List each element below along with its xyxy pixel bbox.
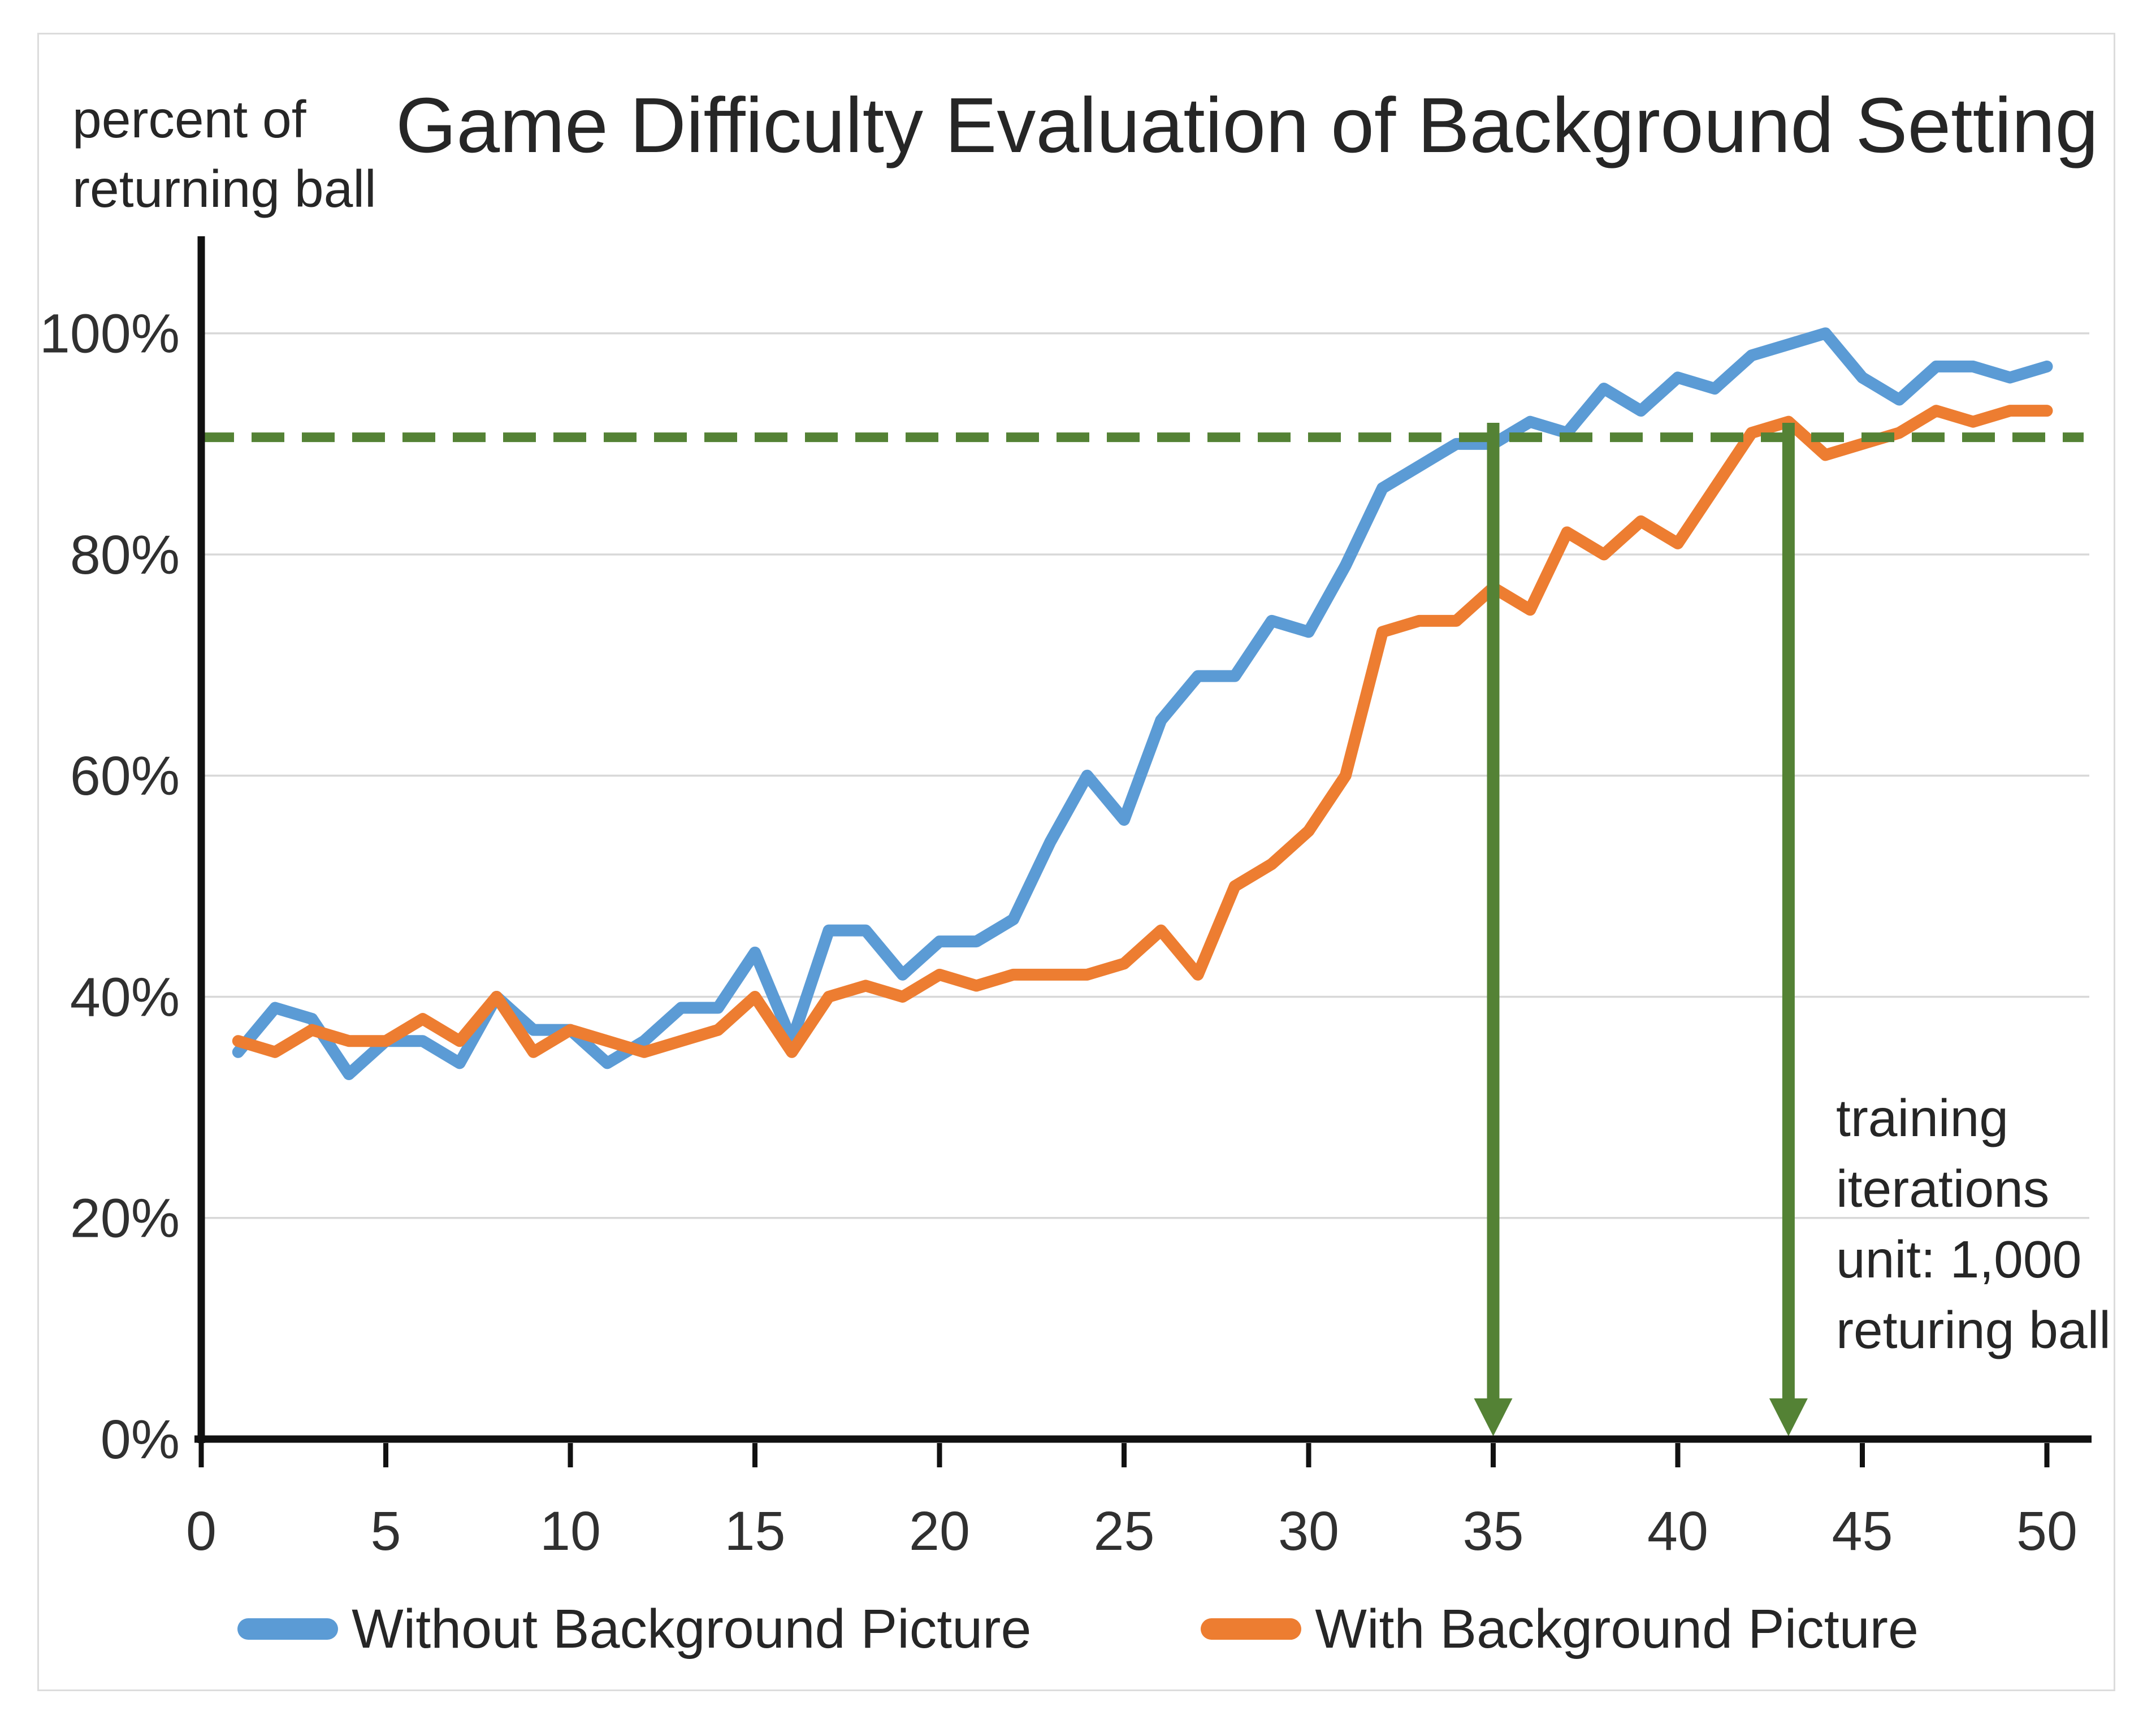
x-tick-label-50: 50 <box>2016 1500 2077 1562</box>
y-tick-label-20pct: 20% <box>70 1188 180 1249</box>
x-tick-label-40: 40 <box>1647 1500 1708 1562</box>
annotation-line4: returing ball <box>1836 1301 2111 1360</box>
legend-label-without-background: Without Background Picture <box>352 1598 1032 1660</box>
figure-border <box>37 33 2115 1691</box>
annotation-line3: unit: 1,000 <box>1836 1230 2082 1289</box>
legend-label-with-background: With Background Picture <box>1315 1598 1919 1660</box>
y-axis-title: percent of returning ball <box>72 85 376 224</box>
y-tick-label-40pct: 40% <box>70 966 180 1028</box>
legend-swatch-blue-line <box>237 1618 339 1640</box>
x-tick-label-20: 20 <box>909 1500 970 1562</box>
annotation-line1: training <box>1836 1089 2009 1147</box>
y-tick-label-60pct: 60% <box>70 745 180 807</box>
x-tick-label-5: 5 <box>371 1500 401 1562</box>
legend: Without Background Picture With Backgrou… <box>0 1589 2156 1669</box>
legend-item-with-background[interactable]: With Background Picture <box>1201 1597 1919 1661</box>
annotation-line2: iterations <box>1836 1159 2050 1219</box>
series-line-with-background[interactable] <box>232 405 2053 1058</box>
x-tick-label-45: 45 <box>1832 1500 1893 1562</box>
y-axis-title-line1: percent of <box>72 90 306 149</box>
y-axis-title-line2: returning ball <box>72 159 376 218</box>
series-line-without-background[interactable] <box>232 327 2053 1080</box>
arrow-head-35 <box>1474 1398 1513 1436</box>
legend-swatch-orange-line <box>1201 1618 1302 1640</box>
y-tick-label-80pct: 80% <box>70 524 180 586</box>
arrow-head-43 <box>1769 1398 1808 1436</box>
legend-item-without-background[interactable]: Without Background Picture <box>237 1597 1031 1661</box>
x-tick-label-10: 10 <box>540 1500 601 1562</box>
x-tick-label-15: 15 <box>725 1500 786 1562</box>
annotation-text: training iterations unit: 1,000 returing… <box>1836 1083 2111 1366</box>
x-tick-label-25: 25 <box>1094 1500 1155 1562</box>
y-tick-label-100pct: 100% <box>40 303 180 365</box>
y-tick-label-0pct: 0% <box>101 1409 180 1470</box>
x-tick-label-30: 30 <box>1278 1500 1339 1562</box>
x-tick-label-35: 35 <box>1463 1500 1524 1562</box>
x-tick-label-0: 0 <box>186 1500 217 1562</box>
chart-title: Game Difficulty Evaluation of Background… <box>396 82 2099 169</box>
